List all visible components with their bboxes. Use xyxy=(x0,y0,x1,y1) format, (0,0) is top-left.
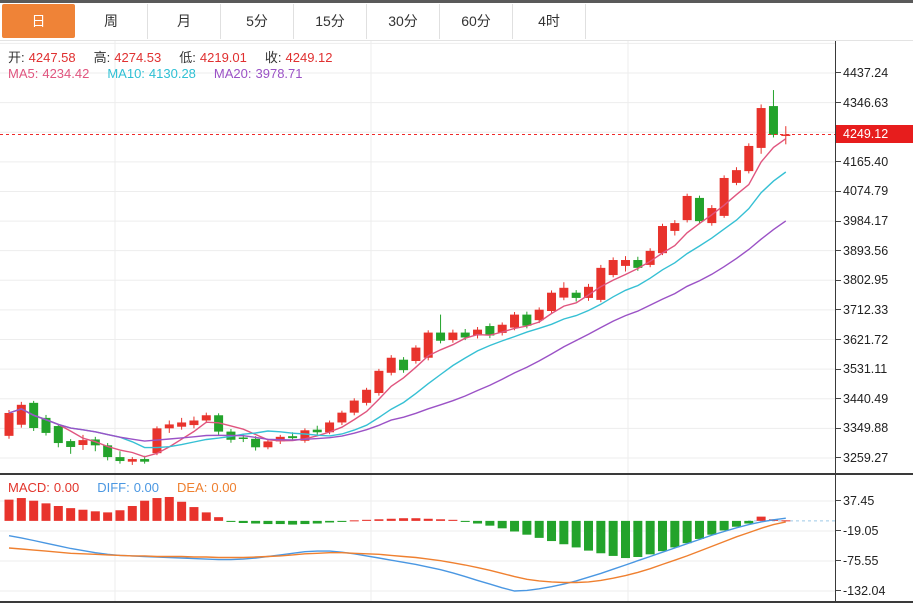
legend-item: 高: 4274.53 xyxy=(93,50,162,65)
timeframe-tab-bar: 日周月 5分 15分 30分 60分 4时 xyxy=(0,3,913,41)
axis-tick xyxy=(836,250,841,252)
legend-item: DEA: 0.00 xyxy=(177,480,237,495)
tab-60min[interactable]: 60分 xyxy=(440,4,513,39)
legend-item: 开: 4247.58 xyxy=(8,50,76,65)
axis-tick-label: 4346.63 xyxy=(843,95,889,110)
axis-tick xyxy=(836,190,841,192)
axis-tick xyxy=(836,72,841,74)
axis-tick xyxy=(836,590,841,592)
axis-tick-label: 3984.17 xyxy=(843,214,889,229)
axis-tick xyxy=(836,368,841,370)
current-price-tag: 4249.12 xyxy=(836,125,913,144)
axis-tick xyxy=(836,102,841,104)
tab-4hour[interactable]: 4时 xyxy=(513,4,586,39)
axis-tick-label: 3893.56 xyxy=(843,243,889,258)
price-axis: 4249.12 4437.24 4346.63 4165.40 4074.79 3984… xyxy=(836,41,913,601)
axis-tick-label: 3440.49 xyxy=(843,391,889,406)
diff-line xyxy=(8,517,786,592)
axis-tick xyxy=(836,161,841,163)
axis-tick-label: -19.05 xyxy=(843,523,879,538)
axis-tick-label: 3802.95 xyxy=(843,273,889,288)
axis-tick xyxy=(836,530,841,532)
tab-5min[interactable]: 5分 xyxy=(221,4,294,39)
axis-tick-label: 3259.27 xyxy=(843,450,889,465)
axis-tick-label: 37.45 xyxy=(843,493,875,508)
axis-tick-label: -75.55 xyxy=(843,553,879,568)
axis-tick xyxy=(836,427,841,429)
axis-tick-label: 3621.72 xyxy=(843,332,889,347)
legend-item: MACD: 0.00 xyxy=(8,480,80,495)
axis-tick-label: 3712.33 xyxy=(843,302,889,317)
macd-histogram xyxy=(4,496,791,559)
candles-group xyxy=(4,90,791,465)
price-axis-line xyxy=(835,41,836,601)
axis-tick-label: 3349.88 xyxy=(843,421,889,436)
macd-legend: MACD: 0.00 DIFF: 0.00 DEA: 0.00 xyxy=(8,480,255,495)
axis-tick-label: 3531.11 xyxy=(843,362,888,377)
axis-tick-label: 4165.40 xyxy=(843,154,889,169)
ma20-line xyxy=(8,220,787,442)
dea-line xyxy=(8,521,786,584)
main-gridlines xyxy=(0,41,835,473)
tab-30min[interactable]: 30分 xyxy=(367,4,440,39)
axis-tick xyxy=(836,457,841,459)
axis-tick xyxy=(836,220,841,222)
tab-week[interactable]: 周 xyxy=(75,4,148,39)
legend-item: 收: 4249.12 xyxy=(264,50,333,65)
tab-15min[interactable]: 15分 xyxy=(294,4,367,39)
tab-month[interactable]: 月 xyxy=(148,4,221,39)
axis-tick xyxy=(836,398,841,400)
axis-tick xyxy=(836,560,841,562)
ohlc-readout: 开: 4247.58 高: 4274.53 低: 4219.01 收: 4249.12 xyxy=(8,47,351,66)
ma-legend: MA5: 4234.42 MA10: 4130.28 MA20: 3978.71 xyxy=(8,66,321,81)
main-candlestick-chart[interactable] xyxy=(0,41,835,473)
ma5-line xyxy=(8,138,787,458)
axis-tick xyxy=(836,309,841,311)
legend-item: DIFF: 0.00 xyxy=(97,480,160,495)
panel-separator xyxy=(0,473,913,475)
legend-item: 低: 4219.01 xyxy=(179,50,247,65)
legend-item: MA20: 3978.71 xyxy=(213,66,303,81)
tab-day[interactable]: 日 xyxy=(2,4,75,38)
legend-item: MA10: 4130.28 xyxy=(107,66,196,81)
axis-tick-label: 4074.79 xyxy=(843,184,889,199)
axis-tick xyxy=(836,279,841,281)
axis-tick-label: 4437.24 xyxy=(843,65,889,80)
axis-tick xyxy=(836,339,841,341)
axis-tick xyxy=(836,500,841,502)
ma10-line xyxy=(8,171,787,449)
axis-tick-label: -132.04 xyxy=(843,583,886,598)
legend-item: MA5: 4234.42 xyxy=(8,66,90,81)
macd-indicator-chart[interactable] xyxy=(0,475,835,601)
